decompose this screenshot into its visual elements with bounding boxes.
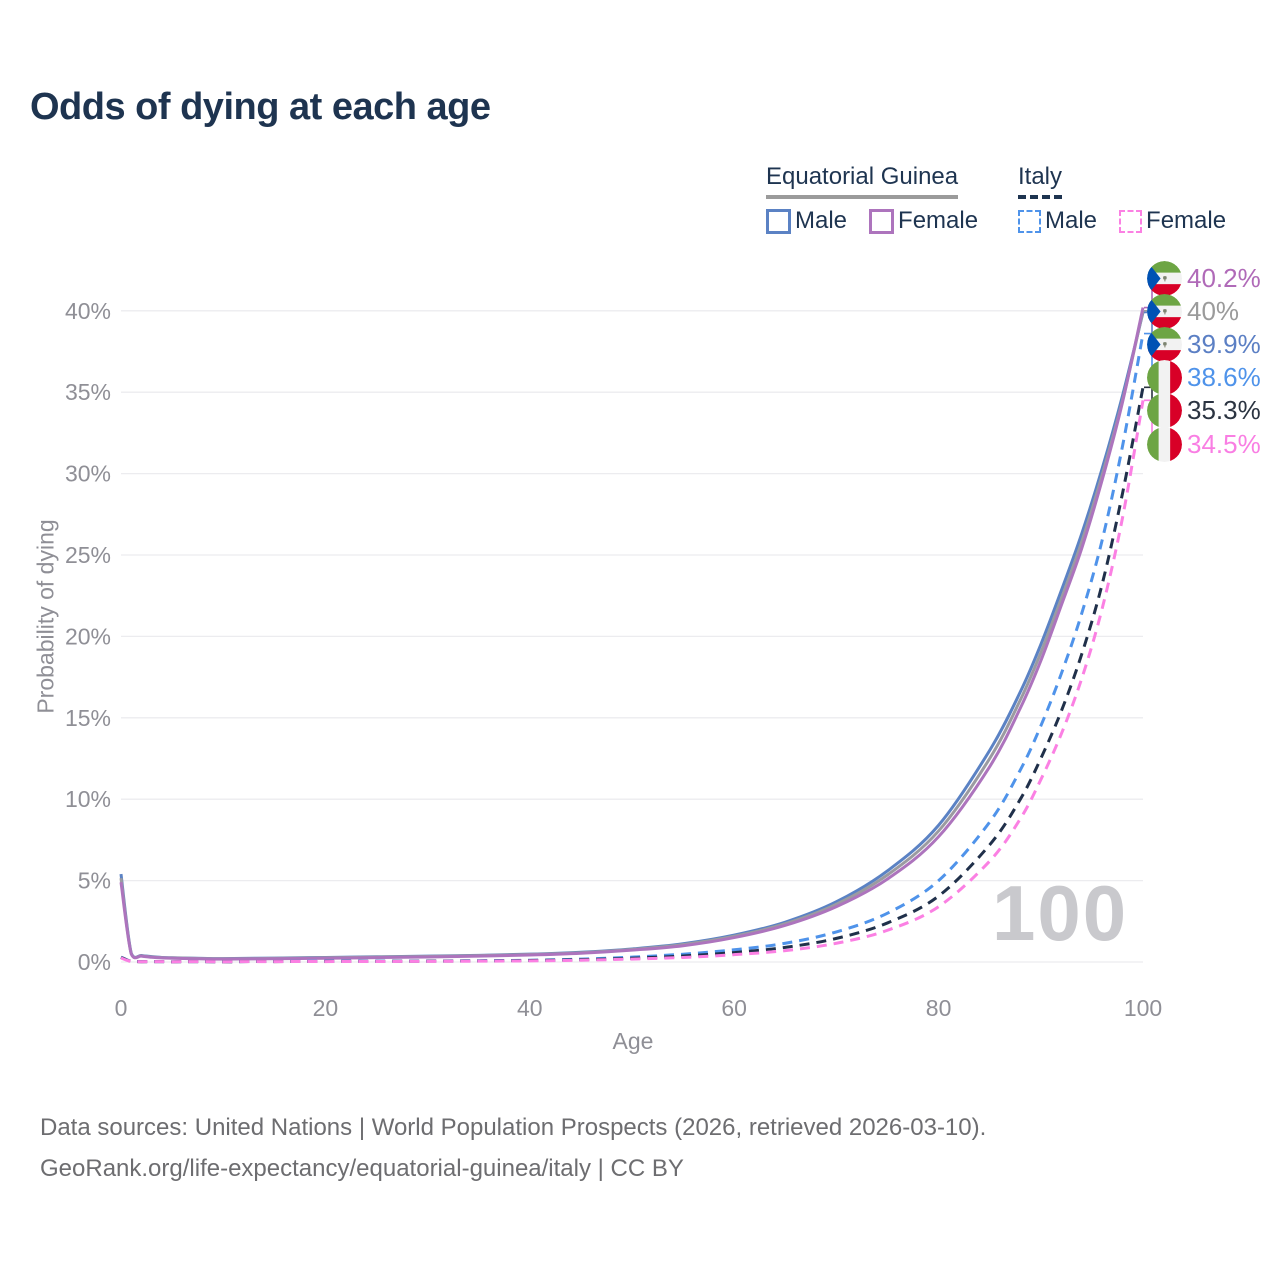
legend-label: Male [795,207,848,234]
equatorial-guinea-flag-icon [1147,293,1182,329]
legend-country-equatorial-guinea: Equatorial Guinea [766,163,959,199]
italy-male-swatch-icon [1018,209,1041,233]
source-line: GeoRank.org/life-expectancy/equatorial-g… [40,1155,684,1182]
legend-label: Female [1146,207,1227,234]
value-label: 34.5% [1147,426,1261,462]
hovered-age-watermark: 100 [992,869,1129,957]
italy-flag-icon [1147,393,1182,429]
equatorial-guinea-flag-icon [1147,260,1182,296]
value-label-text: 35.3% [1187,395,1261,426]
x-tick-label: 80 [926,995,952,1021]
x-axis-title: Age [612,1028,654,1054]
y-tick-label: 40% [65,298,111,324]
legend-item-eg-female[interactable]: Female [869,207,978,235]
italy-female-swatch-icon [1119,209,1143,233]
y-axis-title: Probability of dying [32,519,59,714]
series-line-equatorial-guinea-female[interactable] [119,307,1145,961]
legend-row-italy: Male Female [1018,207,1248,235]
value-label-text: 39.9% [1187,328,1261,359]
equatorial-guinea-flag-icon [1147,326,1182,362]
series-line-italy-male[interactable] [120,333,1145,964]
value-label: 35.3% [1147,393,1261,429]
value-label-text: 34.5% [1187,428,1261,459]
page-title: Odds of dying at each age [30,86,491,128]
y-tick-label: 35% [65,379,111,405]
y-tick-label: 0% [78,949,111,975]
legend-label: Female [898,207,979,234]
value-label-text: 38.6% [1187,362,1261,393]
series-line-equatorial-guinea-male[interactable] [119,312,1145,961]
value-label: 40% [1147,293,1240,329]
y-tick-label: 30% [65,461,111,487]
legend-label: Male [1045,207,1098,234]
y-tick-label: 20% [65,623,111,649]
legend-group-italy: Italy Male Female [1018,163,1248,235]
value-label-text: 40% [1187,295,1240,326]
value-label: 38.6% [1147,360,1261,396]
data-sources-note: Data sources: United Nations | World Pop… [40,1107,986,1189]
value-label: 39.9% [1147,326,1261,362]
value-label: 40.2% [1147,260,1261,296]
x-tick-label: 40 [517,995,543,1021]
x-tick-label: 0 [115,995,128,1021]
eg-female-swatch-icon [869,208,895,234]
x-tick-label: 60 [721,995,747,1021]
y-tick-label: 15% [65,705,111,731]
value-label-text: 40.2% [1187,262,1261,293]
x-tick-label: 20 [313,995,339,1021]
legend-item-italy-female[interactable]: Female [1119,207,1226,235]
series-line-equatorial-guinea-both-sexes[interactable] [119,310,1145,961]
legend-country-italy: Italy [1018,163,1063,199]
y-tick-label: 10% [65,786,111,812]
legend-group-equatorial-guinea: Equatorial Guinea Male Female [766,163,1000,235]
italy-flag-icon [1147,360,1182,396]
series-line-italy-female[interactable] [120,400,1145,964]
x-tick-label: 100 [1124,995,1162,1021]
italy-flag-icon [1147,426,1182,462]
y-tick-label: 25% [65,542,111,568]
legend-item-italy-male[interactable]: Male [1018,207,1097,235]
source-line: Data sources: United Nations | World Pop… [40,1114,987,1141]
y-tick-label: 5% [78,868,111,894]
legend-row-equatorial-guinea: Male Female [766,207,1000,235]
legend-item-eg-male[interactable]: Male [766,207,847,235]
eg-male-swatch-icon [766,208,791,234]
